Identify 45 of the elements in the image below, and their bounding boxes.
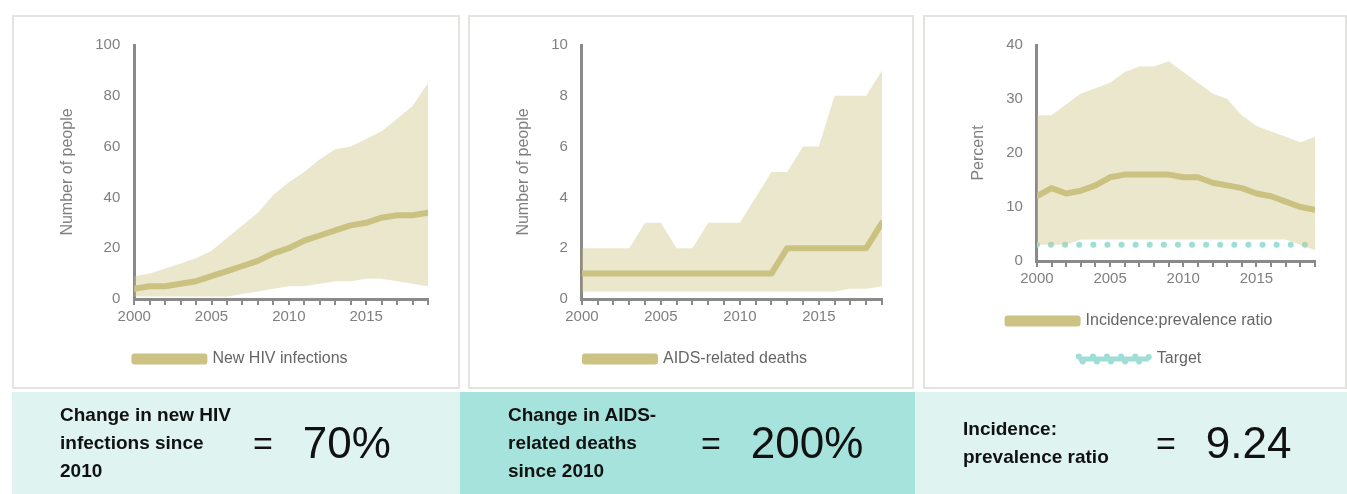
y-tick-label: 40 (103, 187, 121, 205)
x-tick-label: 2015 (1239, 269, 1274, 287)
legend-label: Incidence:prevalence ratio (1085, 311, 1273, 329)
y-tick-label: 6 (559, 136, 568, 154)
y-tick-label: 100 (95, 35, 121, 53)
y-tick-label: 20 (1006, 143, 1023, 161)
x-tick-label: 2010 (272, 307, 306, 325)
legend-label: New HIV infections (212, 349, 348, 367)
text: 200% (750, 418, 864, 468)
text: 70% (302, 418, 391, 468)
x-tick-label: 2015 (349, 307, 383, 325)
text: = (1156, 423, 1176, 463)
y-tick-label: 10 (1006, 197, 1023, 215)
x-tick-label: 2005 (194, 307, 229, 325)
y-tick-label: 4 (559, 187, 568, 205)
y-axis-title: Number of people (514, 108, 532, 236)
x-tick-label: 2005 (1093, 269, 1127, 287)
y-tick-label: 0 (559, 289, 568, 307)
y-tick-label: 80 (103, 85, 121, 103)
text: = (701, 423, 721, 463)
x-tick-label: 2000 (1020, 269, 1054, 287)
text: Change in new HIV infections since 2010 (60, 403, 233, 483)
text: Change in AIDS-related deaths since 2010 (508, 403, 658, 483)
x-tick-label: 2015 (802, 307, 836, 325)
x-tick-label: 2010 (1166, 269, 1200, 287)
legend-label: Target (1156, 349, 1202, 367)
x-tick-label: 2000 (565, 307, 599, 325)
x-tick-label: 2010 (723, 307, 757, 325)
y-tick-label: 0 (111, 289, 121, 307)
y-tick-label: 10 (551, 35, 568, 53)
y-tick-label: 60 (103, 136, 121, 154)
y-tick-label: 0 (1014, 251, 1023, 269)
x-tick-label: 2000 (117, 307, 151, 325)
legend-label: AIDS-related deaths (662, 349, 808, 367)
y-axis-title: Number of people (58, 108, 76, 236)
y-tick-label: 20 (103, 238, 121, 256)
y-tick-label: 2 (559, 238, 568, 256)
x-tick-label: 2005 (644, 307, 678, 325)
text: = (253, 423, 273, 463)
y-axis-title: Percent (969, 124, 987, 181)
y-tick-label: 8 (559, 85, 568, 103)
y-tick-label: 30 (1006, 89, 1023, 107)
text: 9.24 (1205, 418, 1292, 468)
text: Incidence: prevalence ratio (963, 417, 1110, 469)
y-tick-label: 40 (1006, 35, 1023, 53)
